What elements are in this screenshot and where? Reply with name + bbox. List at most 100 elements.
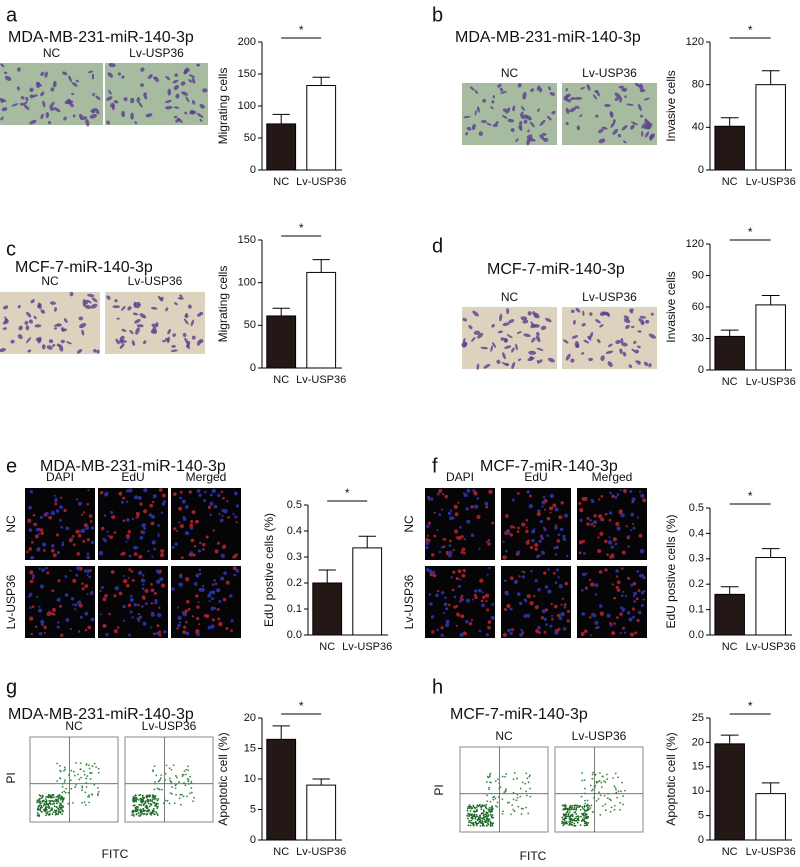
cell [178, 521, 181, 524]
cell [64, 593, 69, 597]
cell [540, 550, 545, 555]
cell [471, 336, 476, 342]
cell [55, 509, 60, 513]
event [59, 794, 61, 797]
event [525, 794, 528, 797]
cell [462, 631, 467, 636]
image-bg [425, 488, 495, 560]
event [59, 798, 62, 801]
event [600, 781, 603, 784]
event [41, 800, 44, 803]
event [178, 797, 181, 800]
event [565, 820, 568, 823]
cell [581, 323, 586, 327]
event [491, 814, 494, 816]
cell [636, 570, 640, 573]
cell [563, 513, 569, 518]
cell [138, 616, 141, 620]
cell [75, 529, 80, 534]
event [175, 776, 178, 779]
event [468, 804, 471, 807]
cell [616, 580, 621, 585]
cell [440, 633, 444, 637]
event [475, 806, 478, 808]
cell [41, 568, 45, 572]
cell [50, 612, 54, 616]
cell [599, 604, 603, 608]
cell [517, 492, 520, 495]
event [478, 816, 481, 819]
cell [195, 519, 199, 524]
cell [63, 318, 68, 323]
significance-label: * [748, 699, 753, 713]
cell [90, 526, 95, 530]
cell [428, 569, 433, 574]
event [482, 822, 485, 825]
cell [43, 631, 46, 634]
event [157, 805, 159, 808]
event [38, 805, 40, 808]
event [169, 792, 172, 795]
cell [486, 573, 489, 576]
event [616, 796, 619, 799]
cell [87, 300, 92, 304]
cell [48, 515, 52, 520]
cell [430, 553, 435, 557]
event [471, 813, 473, 816]
cell [580, 588, 584, 592]
cell [25, 96, 29, 102]
cell [542, 526, 546, 529]
cell [531, 337, 536, 343]
cell [45, 566, 48, 570]
cell [233, 573, 237, 577]
cell [600, 495, 604, 498]
bar [266, 123, 297, 171]
cell [426, 534, 429, 537]
cell [17, 67, 21, 72]
x-tick-label: NC [722, 176, 738, 188]
cell [74, 603, 78, 607]
event [624, 789, 626, 792]
y-tick-label: 0.3 [287, 551, 302, 563]
event [617, 790, 620, 793]
event [584, 799, 586, 802]
event [580, 820, 583, 822]
image-bg [29, 736, 119, 823]
cell [77, 533, 82, 538]
cell [0, 98, 7, 103]
event [132, 804, 135, 807]
cell [596, 89, 600, 97]
cell [598, 128, 604, 134]
cell [427, 521, 431, 525]
cell [212, 591, 215, 594]
event [477, 805, 480, 808]
cell [580, 86, 586, 90]
cell [136, 324, 144, 328]
cell [636, 345, 641, 349]
event [566, 808, 569, 810]
cell [137, 613, 141, 616]
event [68, 774, 70, 776]
cell [102, 623, 107, 628]
cell [540, 616, 545, 620]
cell [96, 349, 100, 354]
cell [161, 583, 166, 588]
cell [588, 357, 594, 362]
event [612, 777, 615, 779]
cell [563, 603, 567, 606]
cell [139, 313, 147, 319]
cell [485, 600, 488, 603]
cell [29, 579, 34, 584]
cell [196, 63, 200, 67]
image-label: NC [65, 719, 83, 733]
event [137, 798, 140, 801]
cell [202, 88, 208, 93]
event [588, 808, 591, 811]
cell [428, 593, 432, 596]
cell [630, 529, 633, 532]
cell [546, 516, 551, 521]
event [93, 783, 96, 786]
event [488, 788, 490, 791]
cell [558, 616, 563, 621]
cell [40, 619, 45, 624]
